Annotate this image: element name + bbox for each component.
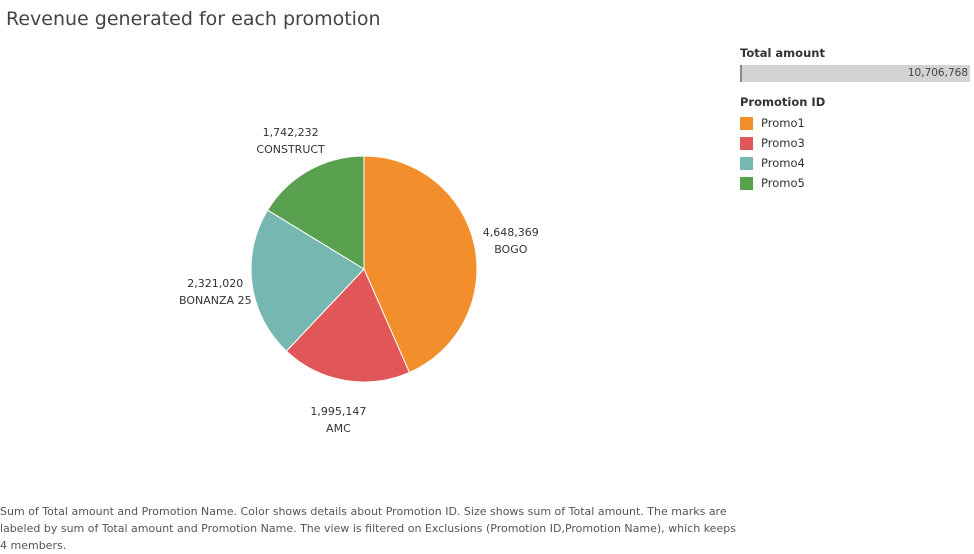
legend-item-promo1[interactable]: Promo1 [740, 113, 940, 133]
pie-slice-amc[interactable] [285, 268, 411, 383]
pie-slice-bonanza-25[interactable] [250, 209, 365, 352]
legend-swatch [740, 156, 753, 170]
slice-name-label: AMC [326, 422, 351, 435]
size-legend-bar: 10,706,768 [740, 65, 970, 82]
legend-item-promo4[interactable]: Promo4 [740, 153, 940, 173]
color-legend: Promotion ID Promo1 Promo3 Promo4 Promo5 [740, 95, 940, 193]
chart-caption: Sum of Total amount and Promotion Name. … [0, 505, 736, 552]
slice-name-label: BONANZA 25 [179, 294, 252, 307]
pie-chart[interactable]: 4,648,369 BOGO 1,995,147 AMC 2,321,020 BONANZ… [0, 0, 740, 470]
size-legend-max-label: 10,706,768 [907, 67, 968, 79]
legend-label: Promo3 [761, 136, 805, 150]
slice-value-label: 4,648,369 [483, 226, 539, 239]
pie-slice-bogo[interactable] [363, 155, 478, 374]
size-legend: Total amount 10,706,768 [740, 46, 972, 82]
legend-label: Promo4 [761, 156, 805, 170]
chart-title: Revenue generated for each promotion [6, 8, 381, 30]
pie-slices [250, 155, 478, 383]
slice-value-label: 1,995,147 [310, 405, 366, 418]
pie-labels: 4,648,369 BOGO 1,995,147 AMC 2,321,020 BONANZ… [179, 126, 539, 435]
color-legend-title: Promotion ID [740, 95, 826, 109]
slice-value-label: 2,321,020 [187, 277, 243, 290]
legend-label: Promo1 [761, 116, 805, 130]
legend-label: Promo5 [761, 176, 805, 190]
legend-item-promo3[interactable]: Promo3 [740, 133, 940, 153]
slice-name-label: CONSTRUCT [256, 143, 325, 156]
size-legend-title: Total amount [740, 46, 825, 60]
legend-item-promo5[interactable]: Promo5 [740, 173, 940, 193]
legend-swatch [740, 136, 753, 150]
legend-swatch [740, 116, 753, 130]
slice-value-label: 1,742,232 [263, 126, 319, 139]
legend-swatch [740, 176, 753, 190]
pie-slice-construct[interactable] [266, 155, 365, 270]
slice-name-label: BOGO [494, 243, 528, 256]
